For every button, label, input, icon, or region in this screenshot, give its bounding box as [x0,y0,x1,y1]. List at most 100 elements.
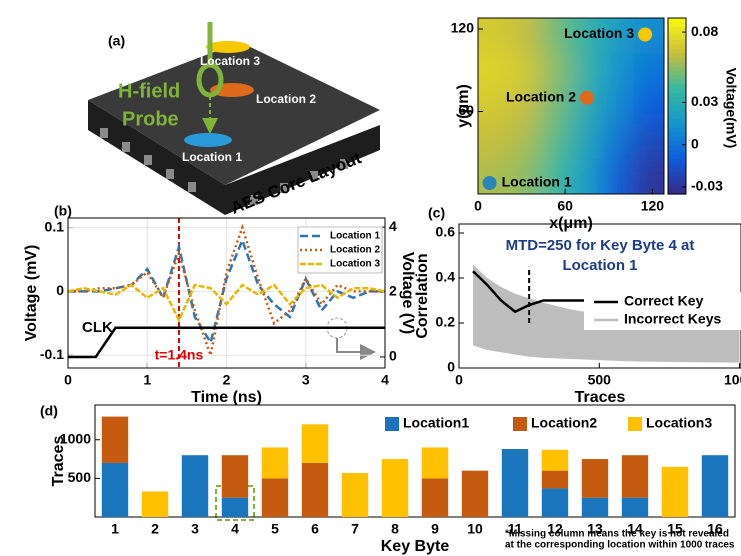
bar-segment [421,478,449,517]
colorbar-slice [668,57,686,63]
colorbar-slice [668,66,686,72]
x-tick-label: 0 [474,198,482,214]
location-label: Location 3 [564,25,634,41]
series-line [68,326,385,359]
x-tick-label: 1000 [724,372,741,388]
x-axis-label: Time (ns) [191,389,262,406]
y2-tick-label: 0 [389,348,397,364]
heatmap-cell [571,18,603,55]
y-tick-label: 0.2 [436,314,456,330]
colorbar-slice [668,70,686,76]
bar-segment [541,488,569,517]
bar-segment [421,447,449,479]
colorbar-slice [668,167,686,173]
colorbar-label: Voltage(mV) [723,68,739,149]
colorbar-slice [668,172,686,177]
bar-segment [541,449,569,471]
colorbar-slice [668,180,686,186]
heatmap-cells [478,18,664,194]
y-axis-label: Voltage (mV) [23,245,40,342]
colorbar-slice [668,136,686,142]
panel-label: (c) [428,205,445,221]
colorbar-slice [668,48,686,54]
colorbar-slice [668,18,686,23]
heatmap-cell [509,88,541,125]
x-tick-label: 11 [508,521,523,537]
bar-segment [101,462,129,517]
colorbar-slice [668,145,686,151]
colorbar-slice [668,101,686,107]
panel-label: (b) [54,203,72,219]
colorbar-tick-label: -0.03 [691,178,723,194]
legend-label: Location 3 [330,259,380,270]
heatmap-cell [540,18,572,55]
x-tick-label: 7 [351,521,359,537]
y-axis-label: Traces [50,436,67,487]
x-tick-label: 60 [557,198,573,214]
heatmap-cell [633,158,664,194]
colorbar-slice [668,123,686,129]
incorrect-keys-band [473,264,740,363]
heatmap-cell [540,158,572,194]
x-tick-label: 0 [455,372,463,388]
heatmap-cell [571,53,603,90]
probe-label: H-field [118,80,180,102]
chip-illustration: (a) Location 3 Location 2 Location 1 H-f… [88,22,380,218]
colorbar-slice [668,158,686,164]
heatmap-cell [602,18,634,55]
heatmap-cell [478,88,510,125]
colorbar-tick-label: 0.08 [691,23,718,39]
x-tick-label: 8 [391,521,399,537]
heatmap-cell [509,53,541,90]
x-tick-label: 14 [627,521,643,537]
legend-label: Correct Key [624,293,704,309]
bar-segment [661,466,689,517]
x-tick-label: 1 [143,372,151,388]
legend-label: Incorrect Keys [624,311,721,327]
bar-segment [301,424,329,463]
legend-label: Location1 [403,415,469,431]
x-tick-label: 16 [707,521,723,537]
y2-tick-label: 4 [389,218,397,234]
bar-segment [341,472,369,517]
plot-frame [67,217,386,369]
bar-segment [261,447,289,479]
colorbar-slice [668,154,686,160]
y-axis-label: Correlation [414,253,431,338]
legend-swatch [628,417,642,431]
bar-segment [701,455,729,517]
heatmap-cell [633,88,664,125]
x-tick-label: 4 [231,521,239,537]
y-tick-label: 60 [458,102,474,118]
legend-swatch [513,417,527,431]
bar-segment [621,455,649,498]
callout-arrow [336,338,376,360]
location-label: Location 3 [200,54,260,68]
heatmap-cell [540,53,572,90]
legend-label: Location3 [646,415,712,431]
y-tick-label: -0.1 [40,346,64,362]
location-point [638,27,653,42]
y-tick-label: 0.1 [45,218,65,234]
heatmap-cell [571,123,603,160]
heatmap-cell [633,53,664,90]
colorbar-slice [668,75,686,81]
heatmap-cell [509,18,541,55]
colorbar-slice [668,97,686,103]
colorbar-slice [668,150,686,155]
colorbar-slice [668,26,686,32]
location-point [579,90,594,105]
footnote: at the corresponding location within 100… [505,540,735,551]
colorbar-frame [667,17,687,195]
x-tick-label: 3 [191,521,199,537]
colorbar-slice [668,176,686,182]
marker-label: t=1.4ns [155,347,204,363]
location-label: Location 2 [506,88,576,104]
probe-label: Probe [122,108,179,130]
colorbar-slice [668,110,686,116]
x-axis-label: Key Byte [381,538,450,555]
colorbar-slice [668,128,686,133]
colorbar-slice [668,44,686,50]
colorbar-slice [668,79,686,85]
y-tick-label: 1000 [60,430,91,446]
